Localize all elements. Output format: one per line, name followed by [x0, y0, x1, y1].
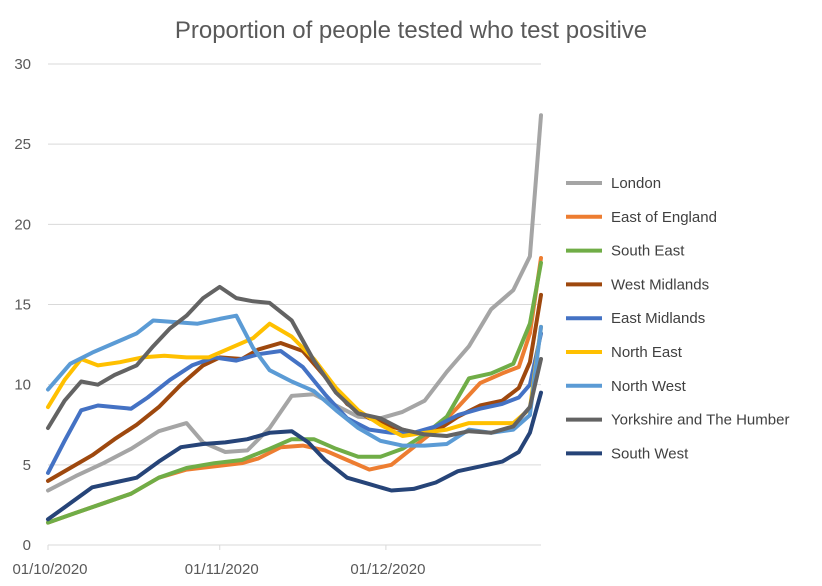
x-tick-label: 01/10/2020 [12, 561, 87, 578]
y-tick-label: 20 [14, 216, 31, 233]
series-line-south-east [46, 260, 543, 525]
series-line-south-west [46, 390, 543, 522]
y-tick-label: 5 [23, 457, 31, 474]
legend-label: East Midlands [611, 310, 705, 327]
y-tick-label: 30 [14, 56, 31, 73]
y-tick-label: 25 [14, 136, 31, 153]
legend-label: London [611, 175, 661, 192]
legend-label: West Midlands [611, 276, 709, 293]
series-line-west-midlands [46, 292, 543, 483]
legend: London East of England South East West Midl… [566, 175, 789, 462]
y-axis-ticks: 0 5 10 15 20 25 30 [14, 56, 31, 554]
y-tick-label: 10 [14, 377, 31, 394]
legend-label: Yorkshire and The Humber [611, 412, 789, 429]
series-line-yorkshire-and-the-humber [46, 284, 543, 438]
legend-label: South East [611, 243, 685, 260]
series-line-london [46, 113, 543, 493]
gridlines [48, 63, 541, 546]
series-lines [46, 113, 543, 525]
x-tick-label: 01/12/2020 [350, 561, 425, 578]
x-axis-ticks: 01/10/2020 01/11/2020 01/12/2020 [12, 545, 425, 578]
y-tick-label: 15 [14, 297, 31, 314]
chart-title: Proportion of people tested who test pos… [175, 17, 647, 44]
y-tick-label: 0 [23, 537, 31, 554]
series-line-north-east [46, 321, 543, 438]
series-line-east-midlands [46, 331, 543, 475]
legend-label: North West [611, 378, 687, 395]
x-tick-label: 01/11/2020 [185, 561, 259, 578]
legend-label: South West [611, 445, 689, 462]
legend-label: North East [611, 344, 683, 361]
legend-label: East of England [611, 209, 717, 226]
